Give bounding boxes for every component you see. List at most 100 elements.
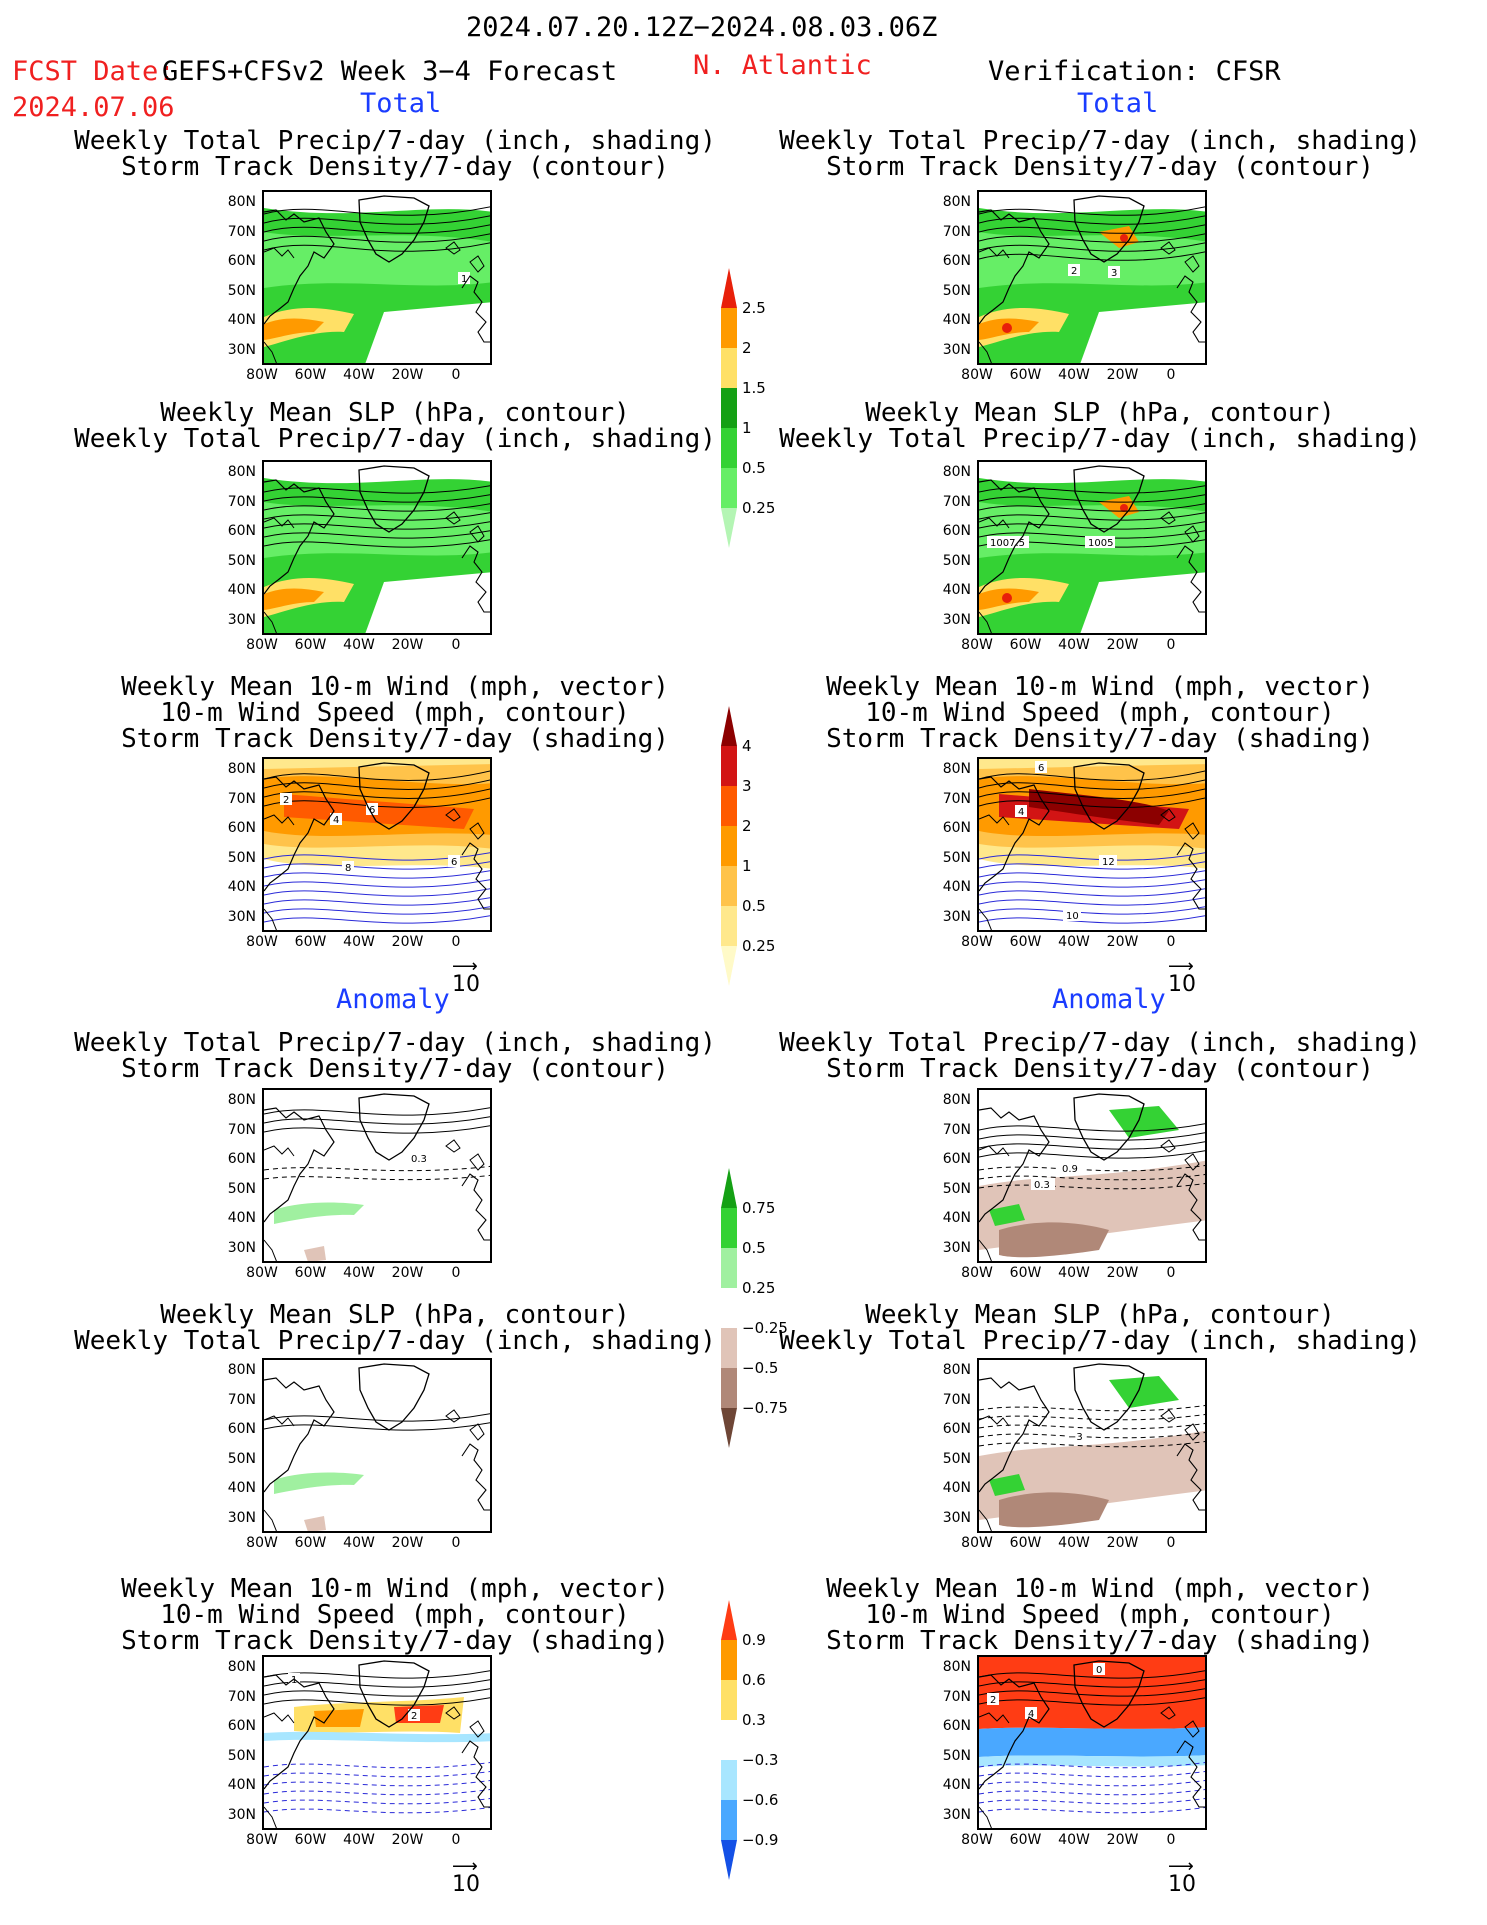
colorbar-label: 1.5 bbox=[742, 379, 766, 397]
longitude-label: 40W bbox=[343, 1265, 375, 1281]
colorbar-label: −0.6 bbox=[742, 1791, 779, 1809]
latitude-label: 30N bbox=[942, 341, 971, 358]
svg-text:1005: 1005 bbox=[1088, 538, 1113, 549]
longitude-label: 20W bbox=[391, 367, 424, 383]
latitude-label: 50N bbox=[942, 849, 971, 866]
colorbar-label: 2 bbox=[742, 339, 752, 357]
latitude-label: 30N bbox=[227, 611, 256, 628]
longitude-label: 80W bbox=[246, 934, 278, 950]
latitude-label: 60N bbox=[942, 820, 971, 836]
panel-title: Weekly Mean SLP (hPa, contour) Weekly Tot… bbox=[74, 398, 716, 454]
svg-text:1007.5: 1007.5 bbox=[990, 538, 1025, 549]
latitude-label: 40N bbox=[227, 879, 256, 895]
longitude-label: 40W bbox=[1058, 1535, 1090, 1551]
latitude-label: 40N bbox=[227, 1777, 256, 1793]
latitude-label: 40N bbox=[942, 1480, 971, 1496]
longitude-label: 40W bbox=[343, 367, 375, 383]
latitude-label: 40N bbox=[942, 1210, 971, 1226]
longitude-label: 0 bbox=[1166, 367, 1176, 383]
colorbar-label: 1 bbox=[742, 419, 752, 437]
latitude-label: 50N bbox=[942, 1747, 971, 1764]
longitude-label: 80W bbox=[246, 637, 278, 653]
svg-text:1: 1 bbox=[461, 274, 467, 285]
longitude-label: 80W bbox=[246, 367, 278, 383]
longitude-label: 20W bbox=[391, 934, 424, 950]
colorbar-label: 0.6 bbox=[742, 1671, 766, 1689]
colorbar-label: 0.25 bbox=[742, 499, 776, 517]
latitude-label: 80N bbox=[227, 761, 256, 777]
longitude-label: 80W bbox=[246, 1535, 278, 1551]
longitude-label: 80W bbox=[961, 637, 993, 653]
colorbar-track-total: 4 3 2 1 0.5 0.25 bbox=[720, 706, 775, 990]
map-panel: 6 4 12 10 bbox=[977, 757, 1207, 932]
colorbar-label: 0.9 bbox=[742, 1631, 766, 1649]
longitude-label: 40W bbox=[343, 934, 375, 950]
longitude-label: 0 bbox=[451, 1535, 461, 1551]
longitude-label: 20W bbox=[1106, 367, 1139, 383]
colorbar-svg bbox=[721, 706, 737, 986]
svg-text:6: 6 bbox=[369, 805, 375, 816]
colorbar-label: 0.5 bbox=[742, 459, 766, 477]
longitude-label: 40W bbox=[1058, 637, 1090, 653]
fcst-date-label: FCST Date: bbox=[12, 56, 175, 87]
svg-text:2: 2 bbox=[1071, 266, 1077, 277]
latitude-label: 40N bbox=[942, 879, 971, 895]
svg-text:10: 10 bbox=[1066, 911, 1079, 922]
panel-title: Weekly Mean SLP (hPa, contour) Weekly Tot… bbox=[779, 398, 1421, 454]
longitude-label: 20W bbox=[391, 1832, 424, 1848]
colorbar-svg bbox=[721, 268, 737, 548]
latitude-label: 80N bbox=[227, 464, 256, 480]
latitude-label: 80N bbox=[942, 194, 971, 210]
longitude-label: 60W bbox=[294, 1265, 327, 1281]
latitude-label: 30N bbox=[942, 1239, 971, 1256]
longitude-label: 60W bbox=[294, 1832, 327, 1848]
section-total-left: Total bbox=[360, 88, 442, 119]
vector-reference-right: ⟶ 10 bbox=[1168, 956, 1196, 998]
latitude-label: 40N bbox=[227, 1210, 256, 1226]
latitude-label: 40N bbox=[942, 582, 971, 598]
latitude-label: 40N bbox=[227, 582, 256, 598]
latitude-label: 80N bbox=[227, 1362, 256, 1378]
map-panel: 0.3 0.9 bbox=[977, 1088, 1207, 1263]
latitude-label: 30N bbox=[942, 1509, 971, 1526]
svg-text:8: 8 bbox=[345, 863, 351, 874]
longitude-label: 20W bbox=[391, 1265, 424, 1281]
latitude-label: 70N bbox=[942, 1688, 971, 1705]
longitude-label: 20W bbox=[1106, 1832, 1139, 1848]
latitude-label: 30N bbox=[227, 1509, 256, 1526]
latitude-label: 80N bbox=[942, 1092, 971, 1108]
longitude-label: 80W bbox=[961, 367, 993, 383]
latitude-label: 60N bbox=[227, 253, 256, 269]
map-panel: 1007.5 1005 bbox=[977, 460, 1207, 635]
map-panel bbox=[262, 1358, 492, 1533]
colorbar-label: 2.5 bbox=[742, 299, 766, 317]
longitude-label: 60W bbox=[1009, 934, 1042, 950]
longitude-label: 80W bbox=[961, 934, 993, 950]
latitude-label: 60N bbox=[942, 1718, 971, 1734]
latitude-label: 50N bbox=[227, 552, 256, 569]
latitude-label: 80N bbox=[227, 1092, 256, 1108]
latitude-label: 50N bbox=[942, 1450, 971, 1467]
svg-text:0.3: 0.3 bbox=[1034, 1180, 1050, 1191]
latitude-label: 50N bbox=[227, 849, 256, 866]
longitude-label: 60W bbox=[294, 637, 327, 653]
longitude-label: 40W bbox=[343, 1535, 375, 1551]
latitude-label: 50N bbox=[942, 552, 971, 569]
latitude-label: 70N bbox=[942, 223, 971, 240]
colorbar-label: 0.5 bbox=[742, 897, 766, 915]
colorbar-label: 0.25 bbox=[742, 937, 776, 955]
map-panel bbox=[262, 460, 492, 635]
latitude-label: 80N bbox=[942, 1362, 971, 1378]
map-panel: 1 bbox=[262, 190, 492, 365]
longitude-label: 60W bbox=[294, 934, 327, 950]
svg-text:6: 6 bbox=[1038, 763, 1044, 774]
longitude-label: 60W bbox=[1009, 1832, 1042, 1848]
panel-title: Weekly Mean 10-m Wind (mph, vector) 10-m … bbox=[826, 1574, 1374, 1656]
longitude-label: 80W bbox=[961, 1265, 993, 1281]
colorbar-label: 3 bbox=[742, 777, 752, 795]
panel-title: Weekly Mean SLP (hPa, contour) Weekly Tot… bbox=[74, 1300, 716, 1356]
longitude-label: 0 bbox=[1166, 1832, 1176, 1848]
colorbar-label: −0.5 bbox=[742, 1359, 779, 1377]
map-panel: 0 2 4 bbox=[977, 1655, 1207, 1830]
